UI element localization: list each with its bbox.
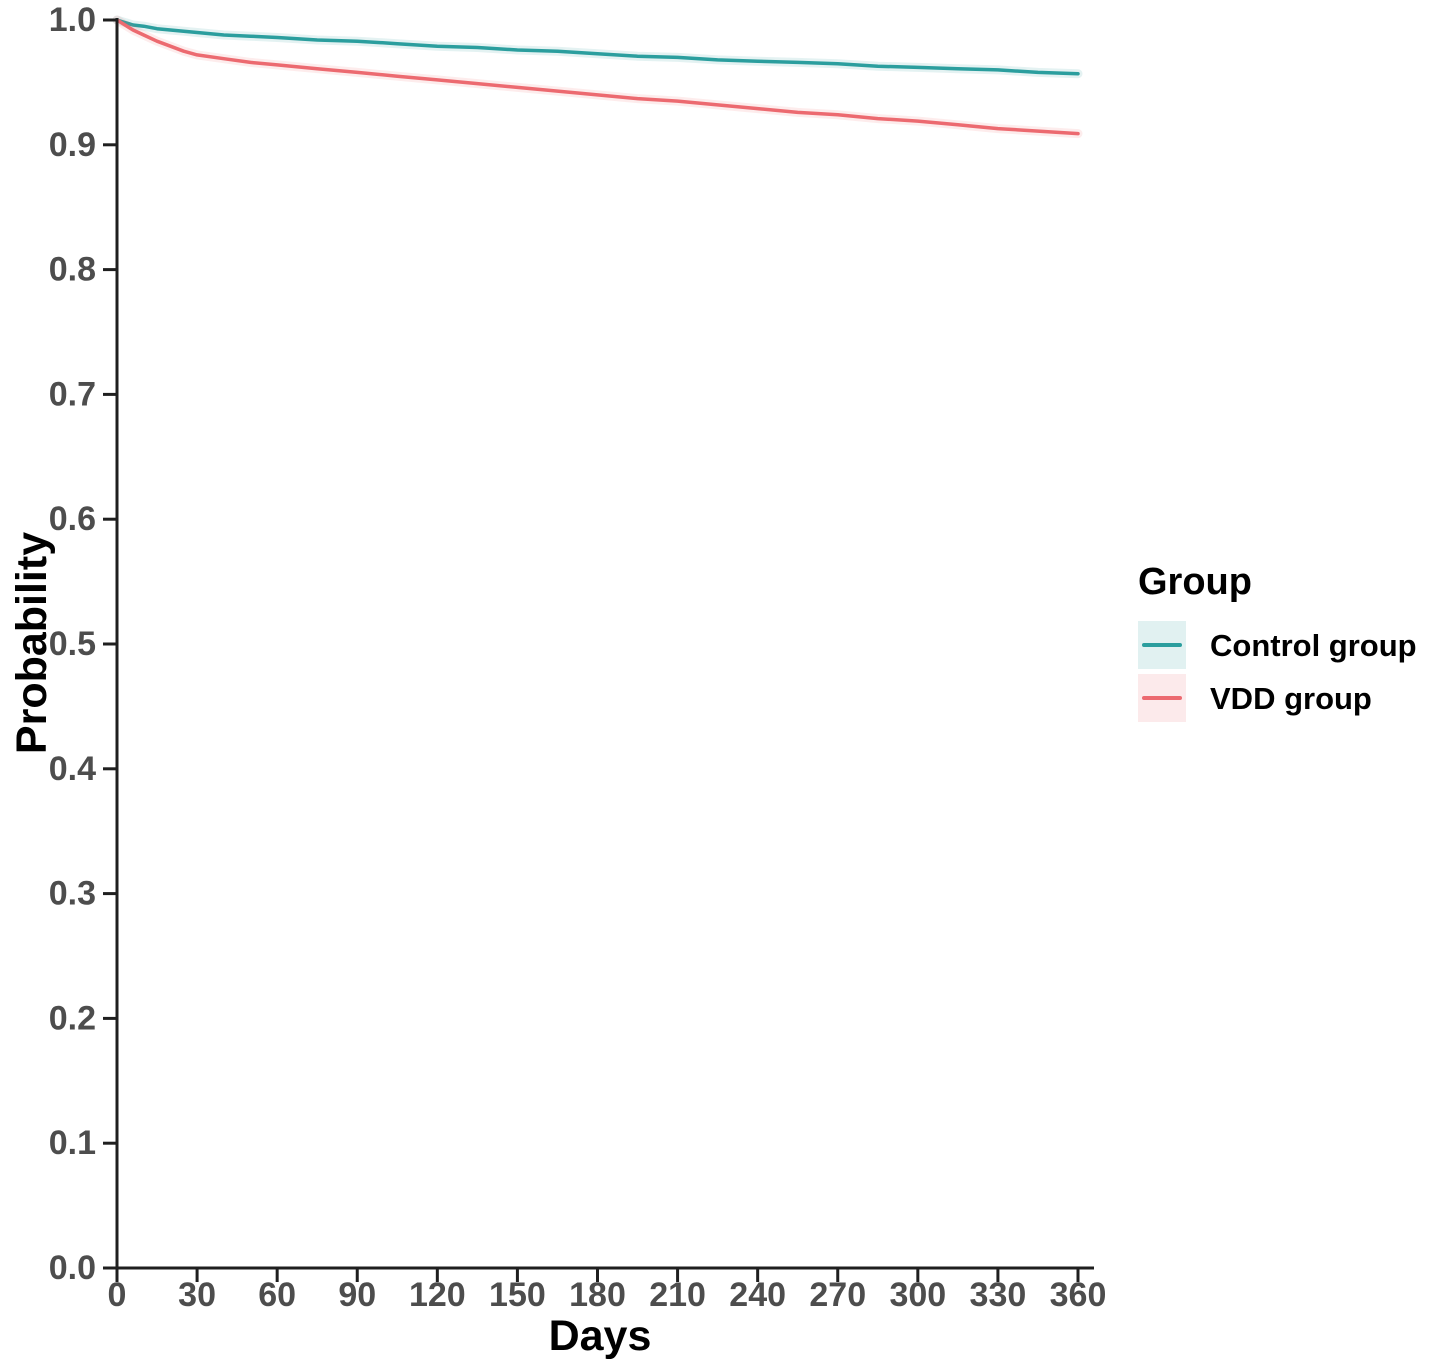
- x-tick-label: 180: [569, 1276, 626, 1314]
- y-tick-label: 0.0: [49, 1249, 96, 1287]
- series-layer: [112, 15, 1083, 139]
- x-tick-label: 30: [178, 1276, 216, 1314]
- y-tick-label: 1.0: [49, 1, 96, 39]
- legend-key-line-icon: [1142, 642, 1182, 648]
- y-tick-label: 0.5: [49, 625, 96, 663]
- x-tick-label: 270: [809, 1276, 866, 1314]
- x-tick-label: 240: [729, 1276, 786, 1314]
- legend-key-line-icon: [1142, 695, 1182, 701]
- y-tick-label: 0.6: [49, 500, 96, 538]
- x-tick-label: 330: [970, 1276, 1027, 1314]
- x-tick-label: 210: [649, 1276, 706, 1314]
- legend-swatch: [1138, 621, 1186, 669]
- y-tick-label: 0.1: [49, 1124, 96, 1162]
- y-tick-label: 0.4: [49, 750, 96, 788]
- legend-swatch: [1138, 674, 1186, 722]
- y-tick-label: 0.7: [49, 375, 96, 413]
- y-tick-label: 0.9: [49, 126, 96, 164]
- y-axis-title: Probability: [8, 532, 56, 754]
- series-line-vdd-group: [115, 18, 1080, 136]
- legend-entry-label: Control group: [1210, 627, 1417, 663]
- x-tick-label: 120: [409, 1276, 466, 1314]
- legend-entry-label: VDD group: [1210, 680, 1372, 716]
- axes-layer: [103, 18, 1094, 1282]
- x-tick-label: 150: [489, 1276, 546, 1314]
- x-tick-label: 90: [338, 1276, 376, 1314]
- y-tick-label: 0.3: [49, 875, 96, 913]
- x-tick-label: 360: [1050, 1276, 1107, 1314]
- x-tick-label: 0: [108, 1276, 127, 1314]
- legend: Group Control group VDD group: [1138, 563, 1417, 722]
- series-line-control-group: [115, 18, 1080, 76]
- legend-entry: VDD group: [1138, 674, 1417, 722]
- x-tick-label: 300: [889, 1276, 946, 1314]
- legend-entries: Control group VDD group: [1138, 621, 1417, 722]
- legend-title: Group: [1138, 561, 1252, 603]
- x-axis-title: Days: [549, 1312, 652, 1360]
- y-tick-label: 0.2: [49, 999, 96, 1037]
- legend-entry: Control group: [1138, 621, 1417, 669]
- y-tick-label: 0.8: [49, 251, 96, 289]
- x-tick-label: 60: [258, 1276, 296, 1314]
